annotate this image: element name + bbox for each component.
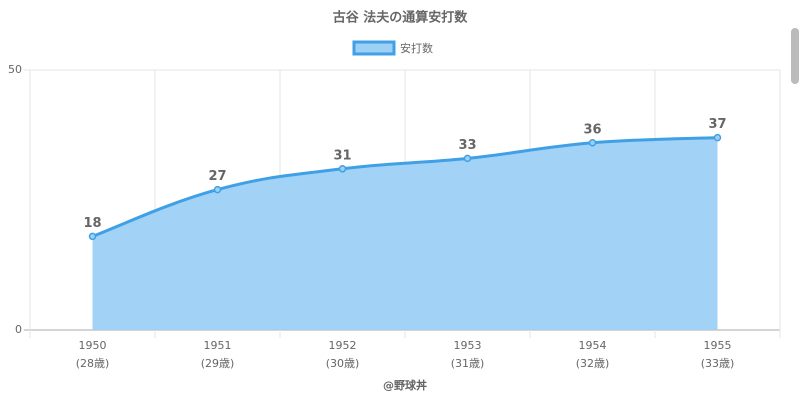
x-tick-label: 1953 [454, 339, 482, 352]
point [713, 133, 722, 142]
legend-swatch [352, 40, 396, 56]
x-tick-label: (32歳) [576, 357, 610, 370]
footer: @野球丼 [383, 378, 427, 392]
value-label: 27 [208, 169, 226, 184]
value-label: 18 [83, 216, 101, 231]
legend-label: 安打数 [400, 41, 433, 55]
point [88, 232, 97, 241]
scrollbar[interactable] [791, 28, 799, 84]
point [338, 165, 347, 173]
chart-title: 古谷 法夫の通算安打数 [333, 10, 469, 26]
x-tick-label: 1955 [704, 339, 732, 352]
x-tick-label: (28歳) [76, 357, 110, 370]
value-label: 33 [458, 138, 476, 153]
x-tick-label: (29歳) [201, 357, 235, 370]
x-tick-label: 1951 [204, 339, 232, 352]
value-label: 31 [333, 148, 351, 163]
x-tick-label: 1952 [329, 339, 357, 352]
value-label: 36 [583, 122, 601, 137]
x-tick-label: (33歳) [701, 357, 735, 370]
x-tick-label: 1950 [79, 339, 107, 352]
x-tick-label: (30歳) [326, 357, 360, 370]
x-tick-label: 1954 [579, 339, 607, 352]
point [213, 185, 222, 194]
area [92, 137, 718, 330]
y-tick-label: 0 [15, 323, 22, 336]
line [91, 136, 718, 238]
point [463, 154, 472, 163]
value-label: 37 [708, 117, 726, 132]
legend: 安打数 [352, 40, 433, 56]
point [588, 139, 597, 147]
x-tick-label: (31歳) [451, 357, 485, 370]
y-tick-label: 50 [8, 63, 22, 76]
